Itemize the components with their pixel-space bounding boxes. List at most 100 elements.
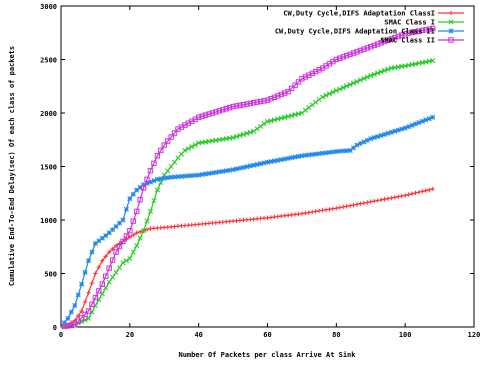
data-point xyxy=(106,265,112,271)
y-tick-label: 3000 xyxy=(40,3,57,11)
data-point xyxy=(110,274,116,280)
y-tick-label: 500 xyxy=(44,271,57,279)
data-point xyxy=(344,148,350,154)
data-point xyxy=(106,249,112,255)
data-point xyxy=(295,153,302,159)
data-point xyxy=(343,52,350,59)
data-point xyxy=(333,87,339,94)
data-point xyxy=(123,258,129,264)
data-point xyxy=(361,46,367,52)
data-point xyxy=(423,117,429,123)
data-point xyxy=(151,178,157,184)
series-line xyxy=(60,27,433,328)
data-point xyxy=(220,168,226,174)
data-point xyxy=(333,148,339,155)
data-point xyxy=(151,160,157,166)
data-point xyxy=(85,308,92,314)
data-point xyxy=(134,187,140,193)
data-point xyxy=(426,26,432,32)
data-point xyxy=(350,80,357,86)
plot-frame xyxy=(60,5,475,328)
data-point xyxy=(233,103,240,109)
data-point xyxy=(426,116,432,122)
data-point xyxy=(103,254,108,259)
data-point xyxy=(72,322,78,328)
data-point xyxy=(113,249,119,255)
data-point xyxy=(368,199,373,205)
series-line xyxy=(60,116,433,328)
data-point xyxy=(347,147,353,154)
data-point xyxy=(182,147,188,154)
data-point xyxy=(168,163,174,170)
data-point xyxy=(141,228,147,234)
data-point xyxy=(254,99,260,105)
data-point xyxy=(378,197,384,203)
data-point xyxy=(99,235,105,241)
data-point xyxy=(178,173,185,179)
data-point xyxy=(334,206,339,211)
data-point xyxy=(147,179,154,185)
data-point xyxy=(430,58,436,64)
data-point xyxy=(154,153,161,159)
data-point xyxy=(120,238,126,245)
data-point xyxy=(361,200,367,206)
data-point xyxy=(357,47,364,54)
data-point xyxy=(392,34,398,41)
data-point xyxy=(354,49,360,55)
data-point xyxy=(127,255,133,262)
data-point xyxy=(168,174,174,180)
data-point xyxy=(251,162,257,168)
data-point xyxy=(185,146,191,152)
data-point xyxy=(412,121,419,127)
data-point xyxy=(144,218,150,224)
data-point xyxy=(337,205,342,210)
data-point xyxy=(189,173,195,179)
data-point xyxy=(306,152,312,158)
data-point xyxy=(320,208,325,213)
data-point xyxy=(323,150,329,156)
data-point xyxy=(423,27,429,33)
data-point xyxy=(199,171,205,178)
data-point xyxy=(79,281,85,287)
data-point xyxy=(309,151,315,158)
data-point xyxy=(337,55,343,61)
data-point xyxy=(382,197,387,202)
data-point xyxy=(78,315,85,321)
data-point xyxy=(89,249,95,255)
data-point xyxy=(233,166,240,172)
data-point xyxy=(130,218,136,224)
data-point xyxy=(416,28,422,34)
legend-marker xyxy=(448,28,454,34)
data-point xyxy=(82,299,88,305)
data-point xyxy=(110,227,116,233)
data-point xyxy=(381,131,388,137)
data-point xyxy=(316,97,322,103)
data-point xyxy=(240,101,247,108)
data-point xyxy=(340,148,346,154)
data-point xyxy=(92,240,98,247)
legend-marker xyxy=(448,19,454,25)
data-point xyxy=(309,102,315,108)
x-tick-label: 20 xyxy=(126,331,134,339)
data-point xyxy=(354,78,360,85)
data-point xyxy=(144,227,150,232)
data-point xyxy=(289,155,295,161)
data-point xyxy=(313,209,318,214)
data-point xyxy=(254,161,260,168)
data-point xyxy=(100,258,105,263)
data-point xyxy=(172,174,178,180)
y-axis-label: Cumulative End-To-End Delay(sec) Of each… xyxy=(8,46,16,286)
data-point xyxy=(347,81,353,88)
data-point xyxy=(354,202,360,207)
data-point xyxy=(368,136,374,142)
data-point xyxy=(134,230,139,236)
data-point xyxy=(357,77,363,83)
data-point xyxy=(409,29,415,36)
y-tick-label: 1000 xyxy=(40,217,57,225)
data-point xyxy=(61,320,67,326)
data-point xyxy=(430,114,436,120)
data-point xyxy=(127,228,133,234)
series-layer xyxy=(60,25,436,330)
data-point xyxy=(282,90,288,96)
data-point xyxy=(344,204,349,209)
